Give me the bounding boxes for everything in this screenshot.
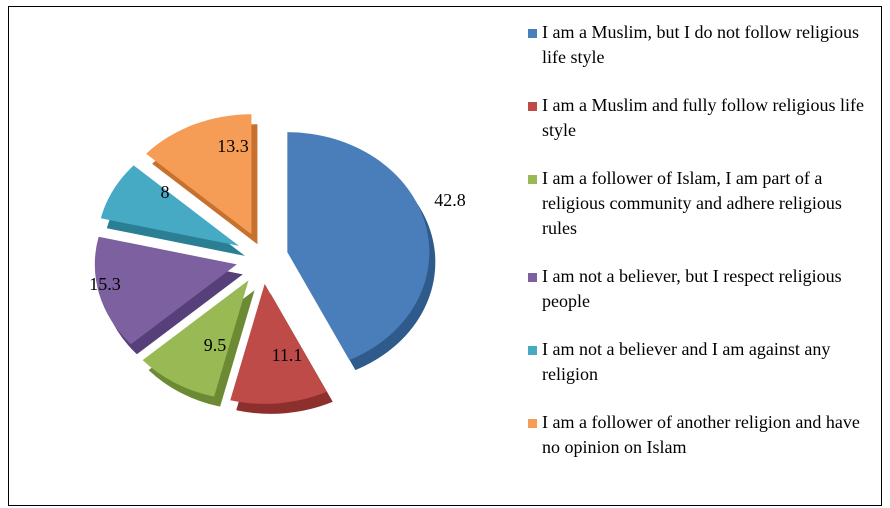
- legend-label-nonbeliever-respect: I am not a believer, but I respect relig…: [542, 266, 842, 311]
- pie-slice-muslim-not-following: [287, 132, 430, 361]
- chart-legend: I am a Muslim, but I do not follow relig…: [528, 20, 878, 483]
- legend-swatch-other-religion: [528, 419, 537, 428]
- data-label-islam-community: 9.5: [204, 335, 227, 355]
- data-label-muslim-not-following: 42.8: [434, 190, 466, 210]
- data-label-other-religion: 13.3: [217, 136, 249, 156]
- legend-item-other-religion: I am a follower of another religion and …: [528, 410, 878, 460]
- legend-swatch-islam-community: [528, 175, 537, 184]
- pie-slice-islam-community: [142, 280, 249, 397]
- pie-slice-muslim-fully-following: [230, 283, 327, 404]
- data-label-nonbeliever-against: 8: [161, 182, 170, 202]
- pie-slice-nonbeliever-respect: [94, 236, 237, 345]
- pie-slice-other-religion: [146, 114, 252, 235]
- legend-label-muslim-fully-following: I am a Muslim and fully follow religious…: [542, 95, 864, 140]
- legend-item-muslim-fully-following: I am a Muslim and fully follow religious…: [528, 93, 878, 143]
- legend-label-other-religion: I am a follower of another religion and …: [542, 412, 860, 457]
- legend-label-muslim-not-following: I am a Muslim, but I do not follow relig…: [542, 22, 859, 67]
- legend-swatch-nonbeliever-against: [528, 346, 537, 355]
- legend-swatch-muslim-fully-following: [528, 102, 537, 111]
- legend-label-islam-community: I am a follower of Islam, I am part of a…: [542, 168, 842, 238]
- legend-item-nonbeliever-respect: I am not a believer, but I respect relig…: [528, 264, 878, 314]
- data-label-nonbeliever-respect: 15.3: [89, 274, 121, 294]
- legend-label-nonbeliever-against: I am not a believer and I am against any…: [542, 339, 831, 384]
- legend-item-muslim-not-following: I am a Muslim, but I do not follow relig…: [528, 20, 878, 70]
- pie-slice-nonbeliever-against: [100, 165, 239, 246]
- data-label-muslim-fully-following: 11.1: [272, 345, 303, 365]
- legend-item-islam-community: I am a follower of Islam, I am part of a…: [528, 166, 878, 241]
- legend-swatch-muslim-not-following: [528, 29, 537, 38]
- legend-swatch-nonbeliever-respect: [528, 273, 537, 282]
- legend-item-nonbeliever-against: I am not a believer and I am against any…: [528, 337, 878, 387]
